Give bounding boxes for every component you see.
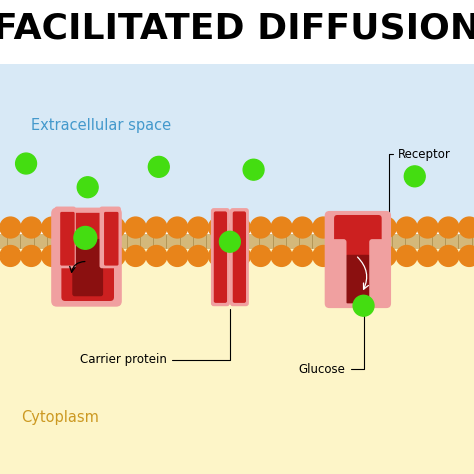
Circle shape bbox=[334, 217, 355, 238]
Bar bbox=[0, 234, 474, 249]
Circle shape bbox=[375, 246, 396, 266]
Circle shape bbox=[404, 166, 425, 187]
FancyBboxPatch shape bbox=[233, 211, 246, 303]
Circle shape bbox=[292, 217, 313, 238]
FancyBboxPatch shape bbox=[60, 212, 75, 265]
Circle shape bbox=[21, 217, 42, 238]
Circle shape bbox=[209, 246, 229, 266]
Circle shape bbox=[271, 246, 292, 266]
FancyBboxPatch shape bbox=[230, 208, 249, 306]
Circle shape bbox=[353, 295, 374, 316]
Circle shape bbox=[0, 217, 21, 238]
Circle shape bbox=[375, 217, 396, 238]
Circle shape bbox=[271, 217, 292, 238]
Circle shape bbox=[83, 246, 104, 266]
Circle shape bbox=[63, 217, 83, 238]
Circle shape bbox=[0, 246, 21, 266]
Circle shape bbox=[104, 246, 125, 266]
Circle shape bbox=[417, 246, 438, 266]
Circle shape bbox=[355, 217, 375, 238]
FancyBboxPatch shape bbox=[334, 215, 382, 276]
Circle shape bbox=[355, 246, 375, 266]
Circle shape bbox=[438, 217, 459, 238]
Circle shape bbox=[42, 246, 63, 266]
FancyBboxPatch shape bbox=[345, 255, 371, 303]
Circle shape bbox=[313, 217, 334, 238]
Bar bbox=[0, 244, 474, 474]
Circle shape bbox=[148, 156, 169, 177]
FancyBboxPatch shape bbox=[211, 208, 230, 306]
Bar bbox=[0, 64, 474, 230]
Circle shape bbox=[83, 217, 104, 238]
Circle shape bbox=[313, 246, 334, 266]
Text: Receptor: Receptor bbox=[389, 147, 451, 226]
Circle shape bbox=[104, 217, 125, 238]
FancyBboxPatch shape bbox=[327, 239, 346, 306]
Circle shape bbox=[77, 177, 98, 198]
Circle shape bbox=[188, 246, 209, 266]
FancyBboxPatch shape bbox=[369, 239, 389, 306]
Circle shape bbox=[229, 217, 250, 238]
Circle shape bbox=[459, 246, 474, 266]
Circle shape bbox=[334, 246, 355, 266]
FancyBboxPatch shape bbox=[51, 208, 122, 307]
Circle shape bbox=[243, 159, 264, 180]
Circle shape bbox=[438, 246, 459, 266]
Circle shape bbox=[16, 153, 36, 174]
Circle shape bbox=[63, 246, 83, 266]
FancyBboxPatch shape bbox=[325, 211, 391, 308]
Text: Extracellular space: Extracellular space bbox=[31, 118, 171, 133]
Circle shape bbox=[396, 246, 417, 266]
FancyBboxPatch shape bbox=[214, 211, 227, 303]
Circle shape bbox=[146, 217, 167, 238]
FancyBboxPatch shape bbox=[100, 207, 121, 268]
Circle shape bbox=[74, 227, 97, 249]
Circle shape bbox=[250, 217, 271, 238]
Circle shape bbox=[292, 246, 313, 266]
Circle shape bbox=[167, 217, 188, 238]
Text: FACILITATED DIFFUSION: FACILITATED DIFFUSION bbox=[0, 12, 474, 46]
FancyBboxPatch shape bbox=[55, 207, 76, 268]
Circle shape bbox=[417, 217, 438, 238]
Circle shape bbox=[219, 231, 240, 252]
Circle shape bbox=[396, 217, 417, 238]
FancyBboxPatch shape bbox=[62, 213, 114, 301]
Circle shape bbox=[21, 246, 42, 266]
Circle shape bbox=[125, 246, 146, 266]
Circle shape bbox=[42, 217, 63, 238]
Circle shape bbox=[459, 217, 474, 238]
Circle shape bbox=[125, 217, 146, 238]
FancyBboxPatch shape bbox=[72, 239, 103, 296]
FancyBboxPatch shape bbox=[104, 212, 118, 265]
Text: Carrier protein: Carrier protein bbox=[80, 309, 230, 366]
Text: Cytoplasm: Cytoplasm bbox=[21, 410, 99, 425]
Circle shape bbox=[188, 217, 209, 238]
Circle shape bbox=[229, 246, 250, 266]
Circle shape bbox=[250, 246, 271, 266]
Circle shape bbox=[209, 217, 229, 238]
Circle shape bbox=[146, 246, 167, 266]
Circle shape bbox=[167, 246, 188, 266]
Text: Glucose: Glucose bbox=[299, 309, 364, 375]
